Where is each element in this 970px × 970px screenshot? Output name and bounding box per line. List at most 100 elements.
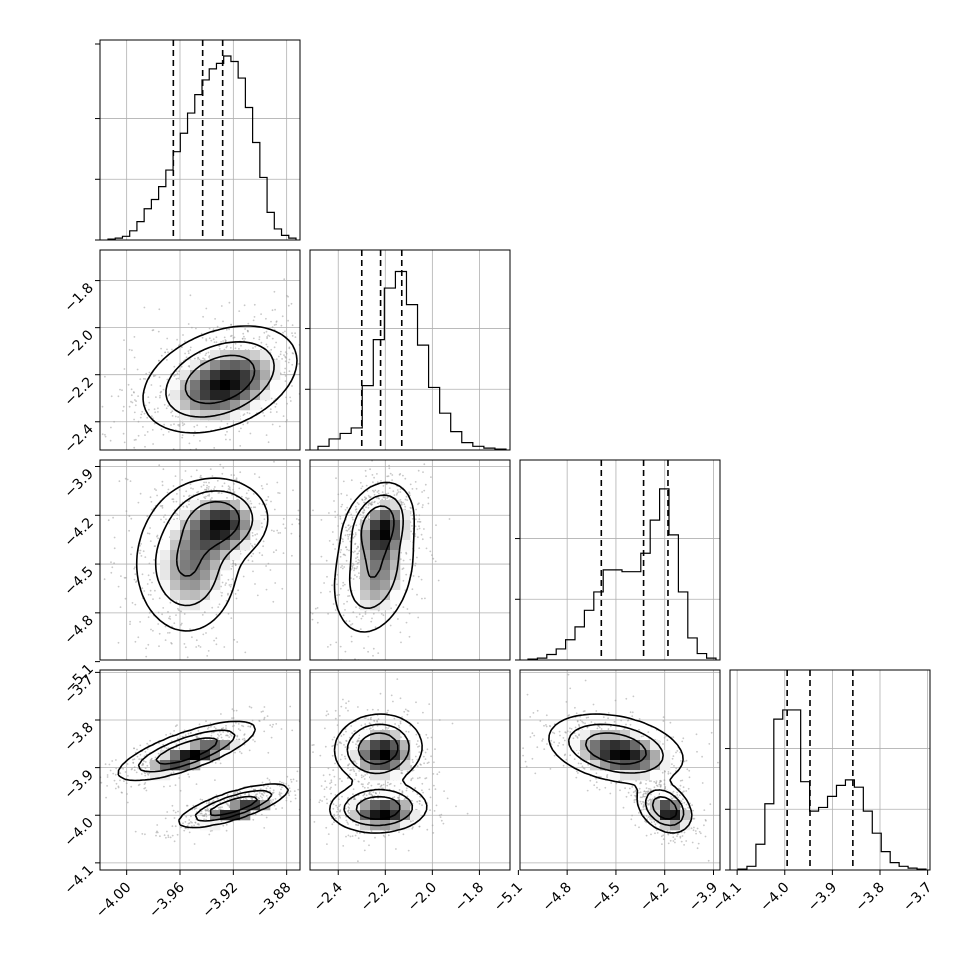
sample-point [234, 751, 236, 754]
sample-point [230, 568, 233, 570]
sample-point [356, 562, 359, 565]
sample-point [316, 363, 318, 365]
sample-point [211, 475, 214, 477]
density-cell [200, 530, 211, 541]
sample-point [155, 834, 157, 837]
density-cell [240, 390, 251, 401]
sample-point [280, 350, 282, 353]
sample-point [270, 348, 273, 351]
sample-point [186, 656, 189, 659]
sample-point [286, 294, 288, 297]
sample-point [420, 533, 423, 536]
sample-point [166, 348, 168, 351]
sample-point [291, 523, 294, 526]
sample-point [202, 357, 205, 360]
sample-point [251, 719, 254, 722]
sample-point [271, 309, 274, 312]
sample-point [199, 646, 202, 648]
sample-point [371, 503, 374, 506]
sample-point [360, 776, 363, 779]
sample-point [189, 732, 192, 734]
sample-point [150, 757, 153, 760]
sample-point [145, 452, 147, 454]
sample-point [218, 345, 221, 347]
sample-point [282, 331, 284, 334]
sample-point [697, 842, 700, 845]
sample-point [204, 354, 207, 356]
sample-point [272, 799, 274, 801]
sample-point [160, 518, 162, 521]
sample-point [353, 778, 356, 781]
sample-point [427, 496, 430, 499]
sample-point [398, 796, 401, 798]
sample-point [152, 329, 155, 331]
sample-point [345, 819, 348, 822]
sample-point [351, 623, 354, 625]
sample-point [267, 441, 270, 444]
sample-point [284, 330, 286, 333]
sample-point [201, 614, 204, 616]
sample-point [334, 717, 337, 720]
sample-point [283, 278, 286, 281]
sample-point [204, 488, 206, 491]
density-cell [250, 800, 261, 811]
density-cell [240, 360, 251, 371]
sample-point [364, 375, 366, 377]
sample-point [157, 752, 160, 755]
sample-point [141, 573, 144, 576]
sample-point [354, 661, 356, 663]
sample-point [143, 590, 146, 592]
density-cell [360, 520, 371, 531]
sample-point [214, 779, 216, 781]
sample-point [139, 621, 142, 623]
sample-point [278, 492, 281, 494]
sample-point [289, 400, 292, 402]
sample-point [220, 574, 223, 576]
sample-point [141, 587, 144, 590]
sample-point [407, 710, 410, 713]
sample-point [228, 797, 231, 800]
sample-point [186, 824, 189, 827]
sample-point [208, 327, 211, 330]
sample-point [380, 613, 383, 615]
sample-point [312, 509, 314, 512]
sample-point [418, 502, 420, 505]
sample-point [388, 467, 391, 470]
sample-point [302, 755, 304, 757]
sample-point [144, 750, 147, 753]
sample-point [175, 378, 178, 380]
sample-point [233, 483, 235, 485]
sample-point [376, 491, 379, 493]
sample-point [424, 483, 427, 486]
density-cell [390, 730, 401, 741]
sample-point [236, 641, 239, 643]
density-cell [200, 390, 211, 401]
density-cell [220, 530, 231, 541]
sample-point [193, 425, 196, 428]
sample-point [287, 810, 289, 812]
sample-point [363, 509, 366, 512]
sample-point [356, 566, 359, 568]
sample-point [174, 374, 177, 376]
sample-point [146, 532, 149, 535]
density-cell [410, 810, 421, 821]
sample-point [372, 797, 375, 800]
sample-point [399, 558, 402, 560]
sample-point [132, 762, 135, 764]
density-cell [160, 570, 171, 581]
sample-point [156, 534, 159, 537]
sample-point [432, 557, 435, 560]
density-cell [390, 770, 401, 781]
sample-point [341, 503, 344, 506]
sample-point [227, 485, 230, 488]
sample-point [397, 491, 400, 493]
density-cell [220, 510, 231, 521]
density-cell [390, 560, 401, 571]
sample-point [233, 724, 235, 727]
sample-point [320, 591, 322, 594]
sample-point [348, 595, 351, 597]
sample-point [261, 781, 264, 784]
sample-point [405, 551, 407, 554]
sample-point [232, 488, 235, 491]
sample-point [360, 724, 363, 727]
